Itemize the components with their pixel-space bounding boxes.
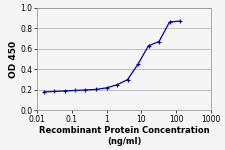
Y-axis label: OD 450: OD 450: [9, 40, 18, 78]
X-axis label: Recombinant Protein Concentration
(ng/ml): Recombinant Protein Concentration (ng/ml…: [39, 126, 209, 146]
